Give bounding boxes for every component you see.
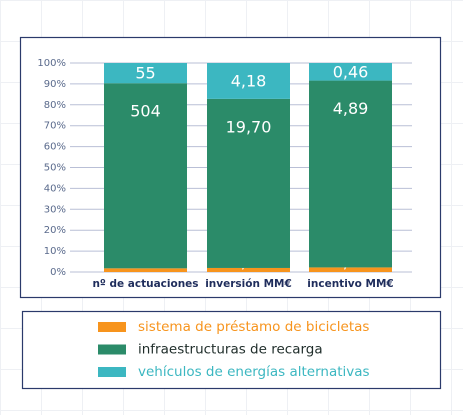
data-label: 4,18	[231, 71, 267, 90]
legend-label: infraestructuras de recarga	[138, 342, 323, 358]
x-tick-label: inversión MM€	[205, 278, 292, 290]
legend-frame	[21, 310, 442, 390]
data-label: 504	[130, 102, 161, 121]
bar-segment	[104, 63, 187, 84]
legend-label: vehículos de energías alternativas	[138, 364, 370, 380]
data-label: 19,70	[226, 117, 272, 136]
y-tick-label: 70%	[44, 121, 66, 132]
bar-segment	[309, 80, 392, 268]
legend-label: sistema de préstamo de bicicletas	[138, 319, 369, 335]
data-label: 55	[135, 64, 155, 83]
bar-segment	[309, 267, 392, 272]
y-tick-label: 0%	[50, 267, 66, 278]
x-tick-label: incentivo MM€	[307, 278, 393, 290]
y-tick-label: 20%	[44, 225, 66, 236]
legend-swatch	[98, 322, 126, 332]
y-tick-label: 30%	[44, 204, 66, 215]
legend-swatch	[98, 367, 126, 377]
y-tick-label: 60%	[44, 142, 66, 153]
y-tick-label: 90%	[44, 79, 66, 90]
bar-segment	[104, 83, 187, 269]
bar-segment	[207, 267, 290, 272]
bar-segment	[207, 63, 290, 99]
legend-swatch	[98, 344, 126, 355]
data-label: 0,46	[333, 62, 369, 81]
y-tick-label: 100%	[37, 58, 66, 69]
bar-segment	[309, 63, 392, 81]
y-tick-label: 40%	[44, 183, 66, 194]
data-label: 4,89	[333, 99, 369, 118]
y-tick-label: 50%	[44, 163, 66, 174]
x-tick-label: nº de actuaciones	[92, 278, 198, 290]
y-tick-label: 10%	[44, 246, 66, 257]
y-tick-label: 80%	[44, 100, 66, 111]
bar-segment	[207, 98, 290, 268]
bar-segment	[104, 268, 187, 272]
